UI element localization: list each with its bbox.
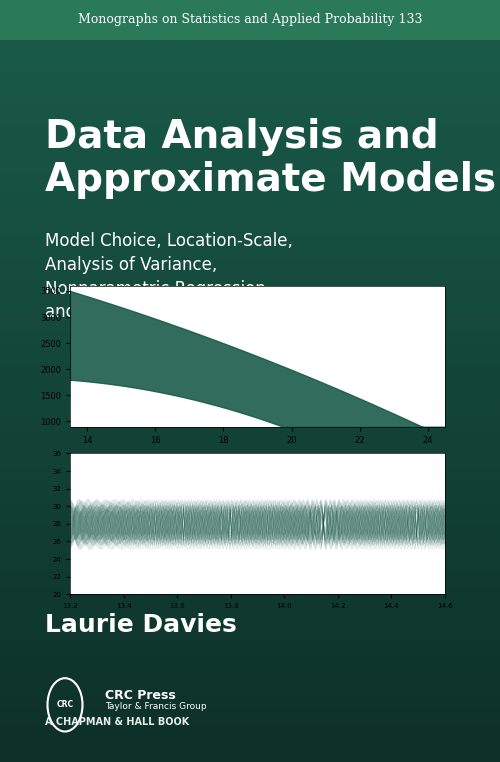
- Text: CRC Press: CRC Press: [105, 689, 176, 703]
- Text: Model Choice, Location-Scale,
Analysis of Variance,
Nonparametric Regression
and: Model Choice, Location-Scale, Analysis o…: [45, 232, 293, 322]
- Text: A CHAPMAN & HALL BOOK: A CHAPMAN & HALL BOOK: [45, 717, 189, 728]
- Text: Monographs on Statistics and Applied Probability 133: Monographs on Statistics and Applied Pro…: [78, 13, 422, 27]
- Text: Laurie Davies: Laurie Davies: [45, 613, 237, 637]
- Text: Data Analysis and
Approximate Models: Data Analysis and Approximate Models: [45, 118, 496, 199]
- Text: Taylor & Francis Group: Taylor & Francis Group: [105, 702, 206, 711]
- Bar: [0, 0, 500, 40]
- Text: CRC: CRC: [56, 700, 74, 709]
